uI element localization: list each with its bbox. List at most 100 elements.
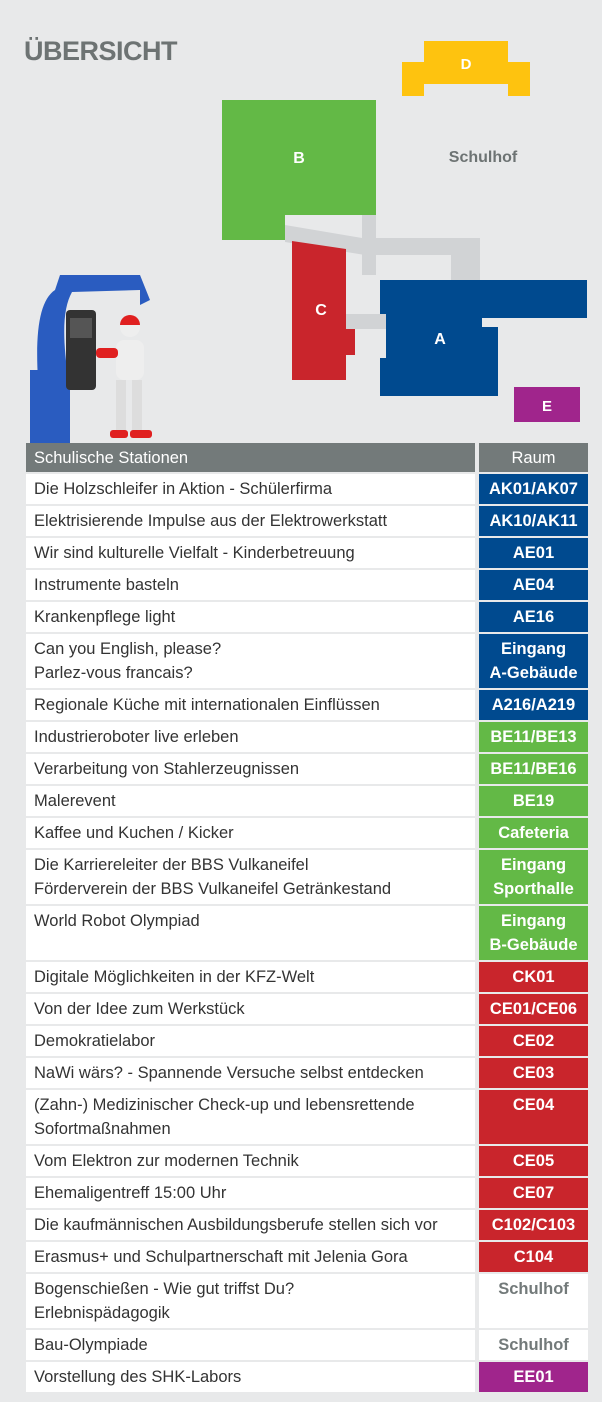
schoolyard-label: Schulhof — [449, 149, 518, 166]
room-label: CE02 — [512, 1032, 555, 1050]
room-label: A216/A219 — [491, 696, 576, 714]
table-row: Erasmus+ und Schulpartnerschaft mit Jele… — [26, 1242, 588, 1272]
table-row: World Robot Olympiad Eingang B-Gebäude — [26, 906, 588, 960]
station-cell: Verarbeitung von Stahlerzeugnissen — [26, 754, 475, 784]
station-cell: Bogenschießen - Wie gut triffst Du? Erleb… — [26, 1274, 475, 1328]
station-name: Kaffee und Kuchen / Kicker — [34, 824, 234, 842]
room-cell: AK01/AK07 — [475, 474, 588, 504]
station-name: Erlebnispädagogik — [34, 1304, 170, 1322]
building-e-label: E — [542, 398, 552, 415]
room-label: AK01/AK07 — [489, 480, 578, 498]
table-row: Vorstellung des SHK-Labors EE01 — [26, 1362, 588, 1392]
station-name: World Robot Olympiad — [34, 912, 200, 930]
station-cell: Die Karriereleiter der BBS Vulkaneifel Fö… — [26, 850, 475, 904]
table-row: Industrieroboter live erleben BE11/BE13 — [26, 722, 588, 752]
header-station: Schulische Stationen — [26, 443, 475, 472]
table-row: Wir sind kulturelle Vielfalt - Kinderbet… — [26, 538, 588, 568]
room-label: C102/C103 — [491, 1216, 576, 1234]
table-row: NaWi wärs? - Spannende Versuche selbst e… — [26, 1058, 588, 1088]
room-cell: C104 — [475, 1242, 588, 1272]
table-row: Regionale Küche mit internationalen Einf… — [26, 690, 588, 720]
station-name: Can you English, please? — [34, 640, 222, 658]
room-label: AE04 — [512, 576, 555, 594]
station-name: Wir sind kulturelle Vielfalt - Kinderbet… — [34, 544, 355, 562]
room-cell: EE01 — [475, 1362, 588, 1392]
station-cell: Elektrisierende Impulse aus der Elektrow… — [26, 506, 475, 536]
station-name: Demokratielabor — [34, 1032, 156, 1050]
table-row: Kaffee und Kuchen / Kicker Cafeteria — [26, 818, 588, 848]
station-name: Malerevent — [34, 792, 116, 810]
table-row: Von der Idee zum Werkstück CE01/CE06 — [26, 994, 588, 1024]
table-row: Krankenpflege light AE16 — [26, 602, 588, 632]
station-name: Förderverein der BBS Vulkaneifel Getränk… — [34, 880, 392, 898]
room-cell: Schulhof — [475, 1330, 588, 1360]
station-cell: Wir sind kulturelle Vielfalt - Kinderbet… — [26, 538, 475, 568]
table-row: Malerevent BE19 — [26, 786, 588, 816]
station-name: NaWi wärs? - Spannende Versuche selbst e… — [34, 1064, 424, 1082]
table-row: Elektrisierende Impulse aus der Elektrow… — [26, 506, 588, 536]
table-row: Bau-Olympiade Schulhof — [26, 1330, 588, 1360]
station-name: Krankenpflege light — [34, 608, 176, 626]
room-label: CE01/CE06 — [489, 1000, 578, 1018]
room-label: CE03 — [512, 1064, 555, 1082]
station-cell: Malerevent — [26, 786, 475, 816]
building-a[interactable]: A — [380, 280, 587, 396]
table-header: Schulische Stationen Raum — [26, 443, 588, 472]
building-d[interactable]: D — [402, 41, 530, 96]
room-label: Eingang — [500, 856, 567, 874]
room-cell: BE19 — [475, 786, 588, 816]
building-b-label: B — [293, 150, 305, 167]
station-name: Instrumente basteln — [34, 576, 179, 594]
station-name: Erasmus+ und Schulpartnerschaft mit Jele… — [34, 1248, 408, 1266]
station-name — [34, 933, 467, 957]
room-cell: C102/C103 — [475, 1210, 588, 1240]
station-name: Die Holzschleifer in Aktion - Schülerfir… — [34, 480, 333, 498]
room-label: Sporthalle — [493, 880, 574, 898]
room-label: AE16 — [512, 608, 555, 626]
building-c-label: C — [315, 302, 327, 319]
room-cell: CE03 — [475, 1058, 588, 1088]
station-cell: Krankenpflege light — [26, 602, 475, 632]
room-cell: CE05 — [475, 1146, 588, 1176]
station-name: (Zahn-) Medizinischer Check-up und leben… — [34, 1096, 415, 1114]
station-cell: Regionale Küche mit internationalen Einf… — [26, 690, 475, 720]
building-b[interactable]: B — [222, 100, 376, 240]
station-name: Industrieroboter live erleben — [34, 728, 239, 746]
room-label: AE01 — [512, 544, 555, 562]
robots-image — [30, 275, 152, 443]
station-cell: Die kaufmännischen Ausbildungsberufe ste… — [26, 1210, 475, 1240]
room-cell: CE07 — [475, 1178, 588, 1208]
station-name: Bau-Olympiade — [34, 1336, 148, 1354]
room-label: BE11/BE16 — [490, 760, 577, 778]
room-label: CE04 — [512, 1096, 555, 1114]
room-label: Eingang — [500, 640, 567, 658]
room-label: BE19 — [512, 792, 555, 810]
building-d-label: D — [461, 56, 472, 73]
room-cell: AE16 — [475, 602, 588, 632]
station-cell: Vorstellung des SHK-Labors — [26, 1362, 475, 1392]
room-cell: BE11/BE16 — [475, 754, 588, 784]
table-row: Vom Elektron zur modernen Technik CE05 — [26, 1146, 588, 1176]
station-cell: Von der Idee zum Werkstück — [26, 994, 475, 1024]
table-row: Die Karriereleiter der BBS Vulkaneifel Fö… — [26, 850, 588, 904]
station-cell: Digitale Möglichkeiten in der KFZ-Welt — [26, 962, 475, 992]
building-c[interactable]: C — [292, 241, 355, 380]
station-name: Sofortmaßnahmen — [34, 1120, 171, 1138]
room-cell: AE01 — [475, 538, 588, 568]
station-name: Parlez-vous francais? — [34, 664, 193, 682]
table-row: Verarbeitung von Stahlerzeugnissen BE11/B… — [26, 754, 588, 784]
room-cell: CE02 — [475, 1026, 588, 1056]
room-cell: Eingang Sporthalle — [475, 850, 588, 904]
station-cell: Vom Elektron zur modernen Technik — [26, 1146, 475, 1176]
table-row: Bogenschießen - Wie gut triffst Du? Erleb… — [26, 1274, 588, 1328]
room-cell: Eingang B-Gebäude — [475, 906, 588, 960]
station-cell: Demokratielabor — [26, 1026, 475, 1056]
room-cell: Eingang A-Gebäude — [475, 634, 588, 688]
room-cell: AK10/AK11 — [475, 506, 588, 536]
station-name: Von der Idee zum Werkstück — [34, 1000, 245, 1018]
room-label: Schulhof — [498, 1336, 569, 1354]
station-cell: NaWi wärs? - Spannende Versuche selbst e… — [26, 1058, 475, 1088]
building-e[interactable]: E — [514, 387, 580, 422]
station-cell: Bau-Olympiade — [26, 1330, 475, 1360]
room-label: B-Gebäude — [489, 936, 578, 954]
